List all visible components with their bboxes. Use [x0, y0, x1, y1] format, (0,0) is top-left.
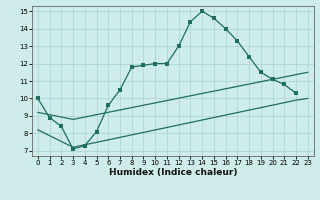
X-axis label: Humidex (Indice chaleur): Humidex (Indice chaleur): [108, 168, 237, 177]
